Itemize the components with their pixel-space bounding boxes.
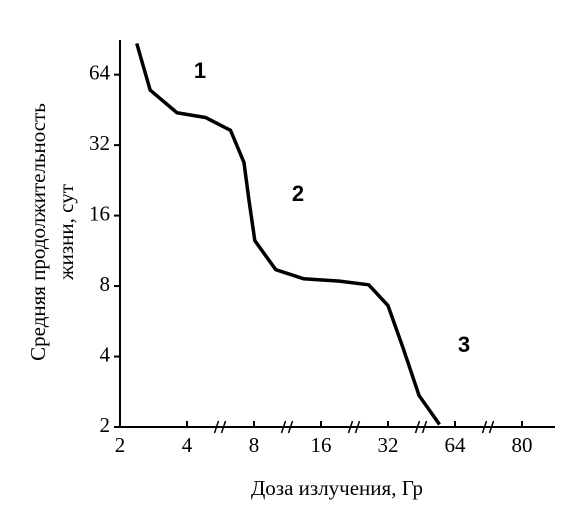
x-tick-label: 16 bbox=[311, 433, 332, 457]
annotation: 3 bbox=[458, 332, 470, 357]
annotation: 1 bbox=[194, 58, 206, 83]
data-line bbox=[135, 42, 441, 426]
x-tick-label: 64 bbox=[445, 433, 467, 457]
y-tick-label: 2 bbox=[100, 413, 111, 437]
annotation: 2 bbox=[292, 181, 304, 206]
y-axis-label: жизни, сут bbox=[54, 184, 78, 281]
y-tick-label: 64 bbox=[89, 60, 111, 84]
y-axis-label: Средняя продолжительность bbox=[26, 103, 50, 361]
y-tick-label: 16 bbox=[89, 201, 110, 225]
axis-break bbox=[414, 420, 428, 434]
x-tick-label: 80 bbox=[512, 433, 533, 457]
axis-break bbox=[347, 420, 361, 434]
axis-break bbox=[213, 420, 227, 434]
x-tick-label: 8 bbox=[249, 433, 260, 457]
axis-break bbox=[481, 420, 495, 434]
y-tick-label: 32 bbox=[89, 131, 110, 155]
x-tick-label: 2 bbox=[115, 433, 126, 457]
y-tick-label: 8 bbox=[100, 272, 111, 296]
x-tick-label: 32 bbox=[378, 433, 399, 457]
axis-break bbox=[280, 420, 294, 434]
y-tick-label: 4 bbox=[100, 342, 111, 366]
x-tick-label: 4 bbox=[182, 433, 193, 457]
x-axis-label: Доза излучения, Гр bbox=[251, 476, 423, 500]
